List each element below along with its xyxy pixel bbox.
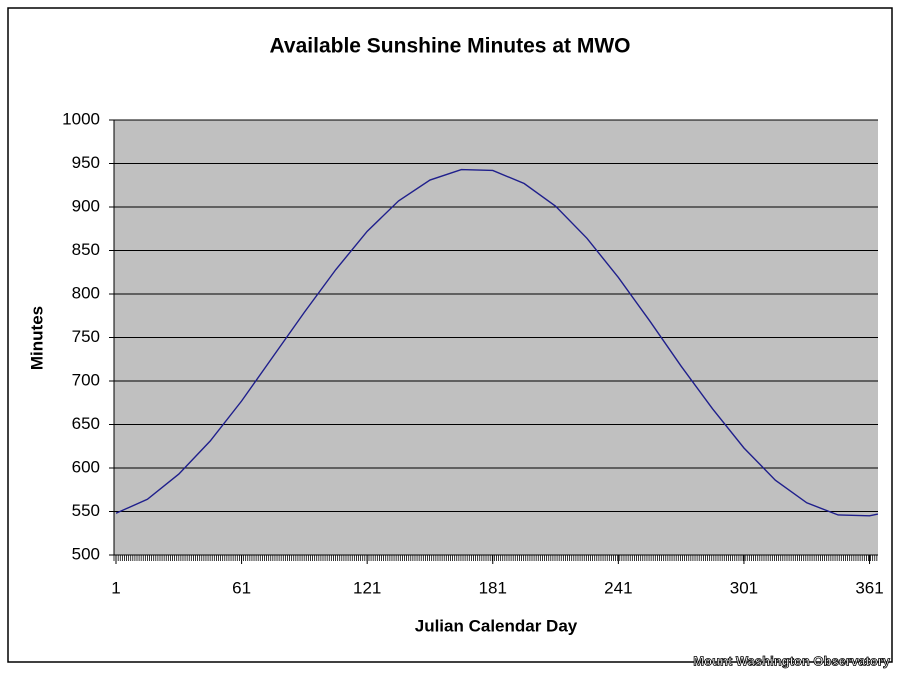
x-tick-label: 1	[111, 578, 120, 597]
y-tick-label: 750	[72, 327, 100, 346]
y-tick-label: 700	[72, 370, 100, 389]
y-tick-label: 500	[72, 544, 100, 563]
x-tick-label: 361	[855, 578, 883, 597]
x-tick-label: 181	[479, 578, 507, 597]
y-tick-label: 1000	[62, 109, 100, 128]
y-axis-label: Minutes	[27, 306, 46, 370]
x-tick-label: 121	[353, 578, 381, 597]
x-tick-label: 61	[232, 578, 251, 597]
y-tick-label: 850	[72, 240, 100, 259]
y-tick-label: 600	[72, 457, 100, 476]
y-tick-label: 800	[72, 283, 100, 302]
data-line	[115, 168, 879, 517]
watermark: Mount Washington Observatory	[693, 653, 890, 668]
y-tick-label: 950	[72, 153, 100, 172]
x-tick-label: 241	[604, 578, 632, 597]
x-axis-label: Julian Calendar Day	[415, 616, 578, 635]
y-tick-label: 550	[72, 501, 100, 520]
y-tick-label: 900	[72, 196, 100, 215]
x-tick-label: 301	[730, 578, 758, 597]
y-tick-label: 650	[72, 414, 100, 433]
chart-title: Available Sunshine Minutes at MWO	[270, 35, 631, 58]
